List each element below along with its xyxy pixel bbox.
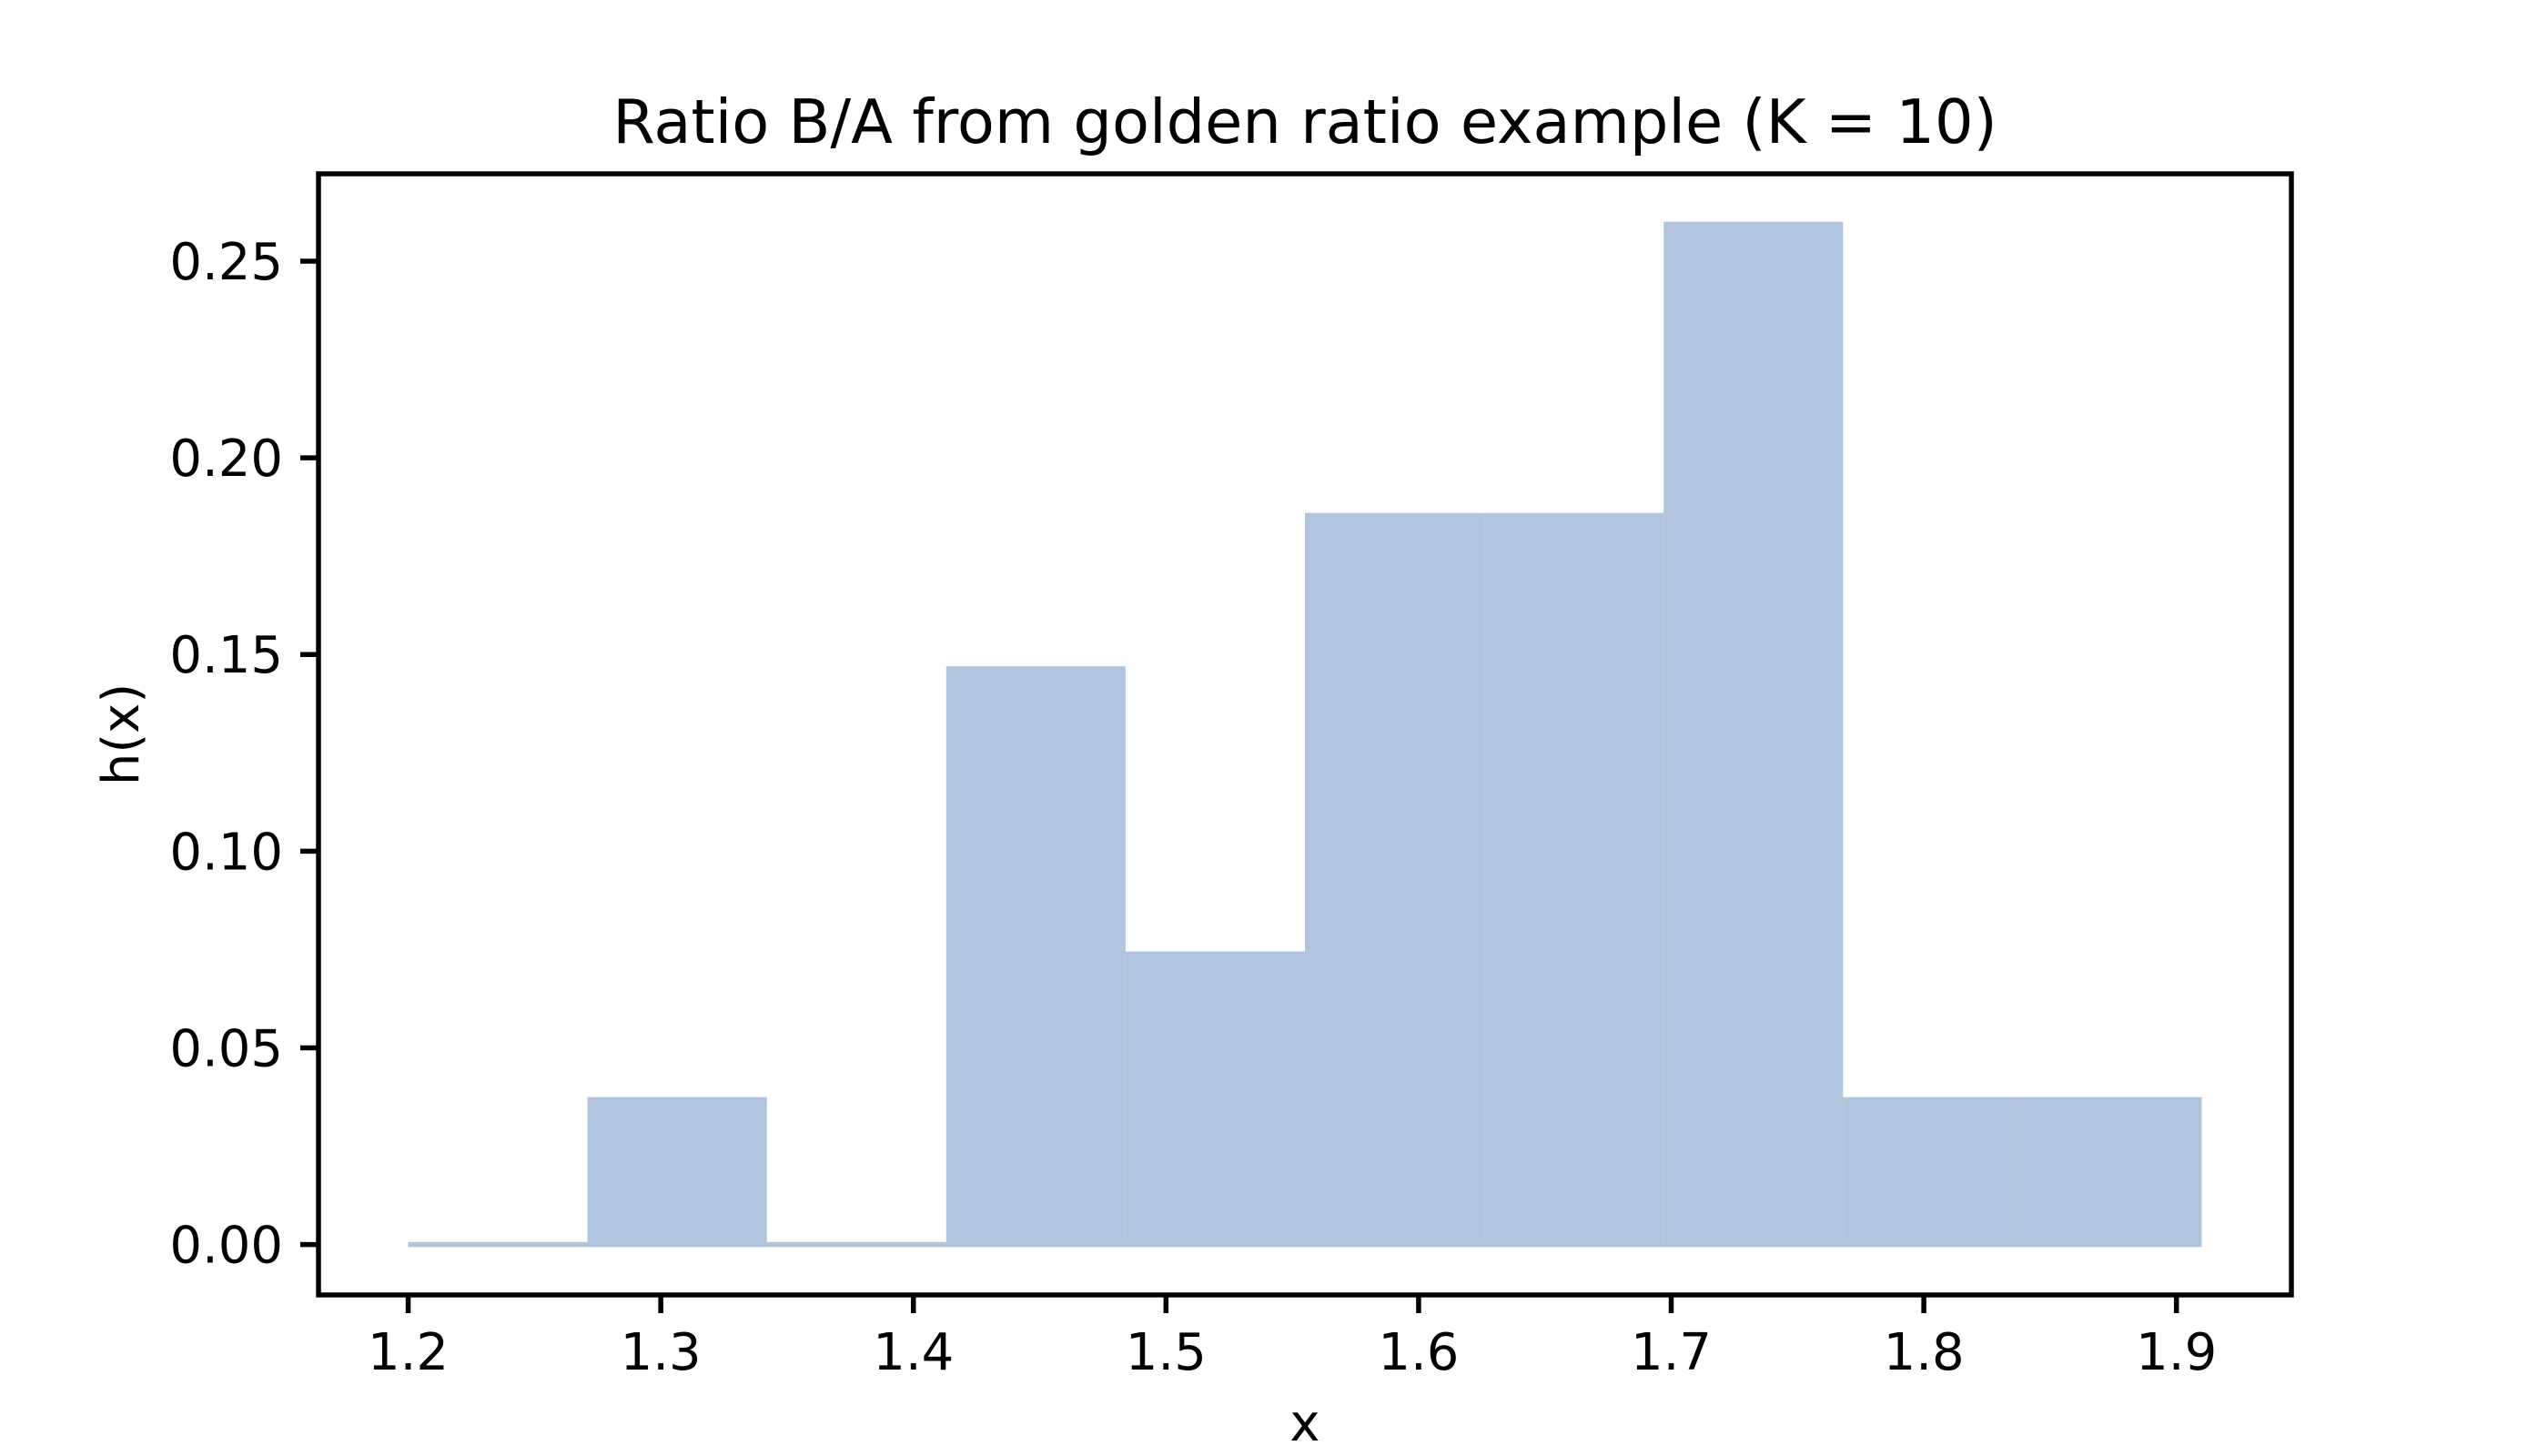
y-axis-ticks-group: 0.00 0.05 0.10 0.15 0.20 0.25 bbox=[169, 233, 318, 1276]
histogram-bar bbox=[945, 666, 1126, 1245]
histogram-bar bbox=[1125, 951, 1305, 1245]
y-tick-label: 0.05 bbox=[169, 1020, 283, 1079]
y-tick-label: 0.00 bbox=[169, 1217, 283, 1276]
histogram-bar bbox=[1484, 512, 1664, 1245]
x-tick-label: 1.7 bbox=[1631, 1323, 1712, 1382]
x-tick-label: 1.6 bbox=[1378, 1323, 1459, 1382]
x-axis-label: x bbox=[1289, 1394, 1320, 1453]
histogram-bars-group bbox=[408, 221, 2202, 1248]
x-tick-label: 1.5 bbox=[1126, 1323, 1207, 1382]
histogram-bar bbox=[1843, 1097, 2023, 1245]
x-axis-ticks-group: 1.2 1.3 1.4 1.5 1.6 1.7 1.8 1.9 bbox=[368, 1295, 2217, 1382]
histogram-bar bbox=[1663, 221, 1844, 1245]
x-tick-label: 1.2 bbox=[368, 1323, 449, 1382]
x-tick-label: 1.4 bbox=[873, 1323, 954, 1382]
x-tick-label: 1.8 bbox=[1884, 1323, 1965, 1382]
histogram-bar bbox=[587, 1097, 767, 1245]
y-tick-label: 0.10 bbox=[169, 823, 283, 882]
x-tick-label: 1.9 bbox=[2136, 1323, 2217, 1382]
y-axis-label: h(x) bbox=[92, 683, 151, 785]
y-tick-label: 0.25 bbox=[169, 233, 283, 292]
histogram-bar bbox=[1305, 512, 1485, 1245]
histogram-bar bbox=[2022, 1097, 2202, 1245]
chart-title: Ratio B/A from golden ratio example (K =… bbox=[612, 86, 1997, 157]
y-tick-label: 0.20 bbox=[169, 430, 283, 489]
y-tick-label: 0.15 bbox=[169, 626, 283, 685]
axes-spines bbox=[316, 171, 2294, 1298]
x-tick-label: 1.3 bbox=[621, 1323, 702, 1382]
